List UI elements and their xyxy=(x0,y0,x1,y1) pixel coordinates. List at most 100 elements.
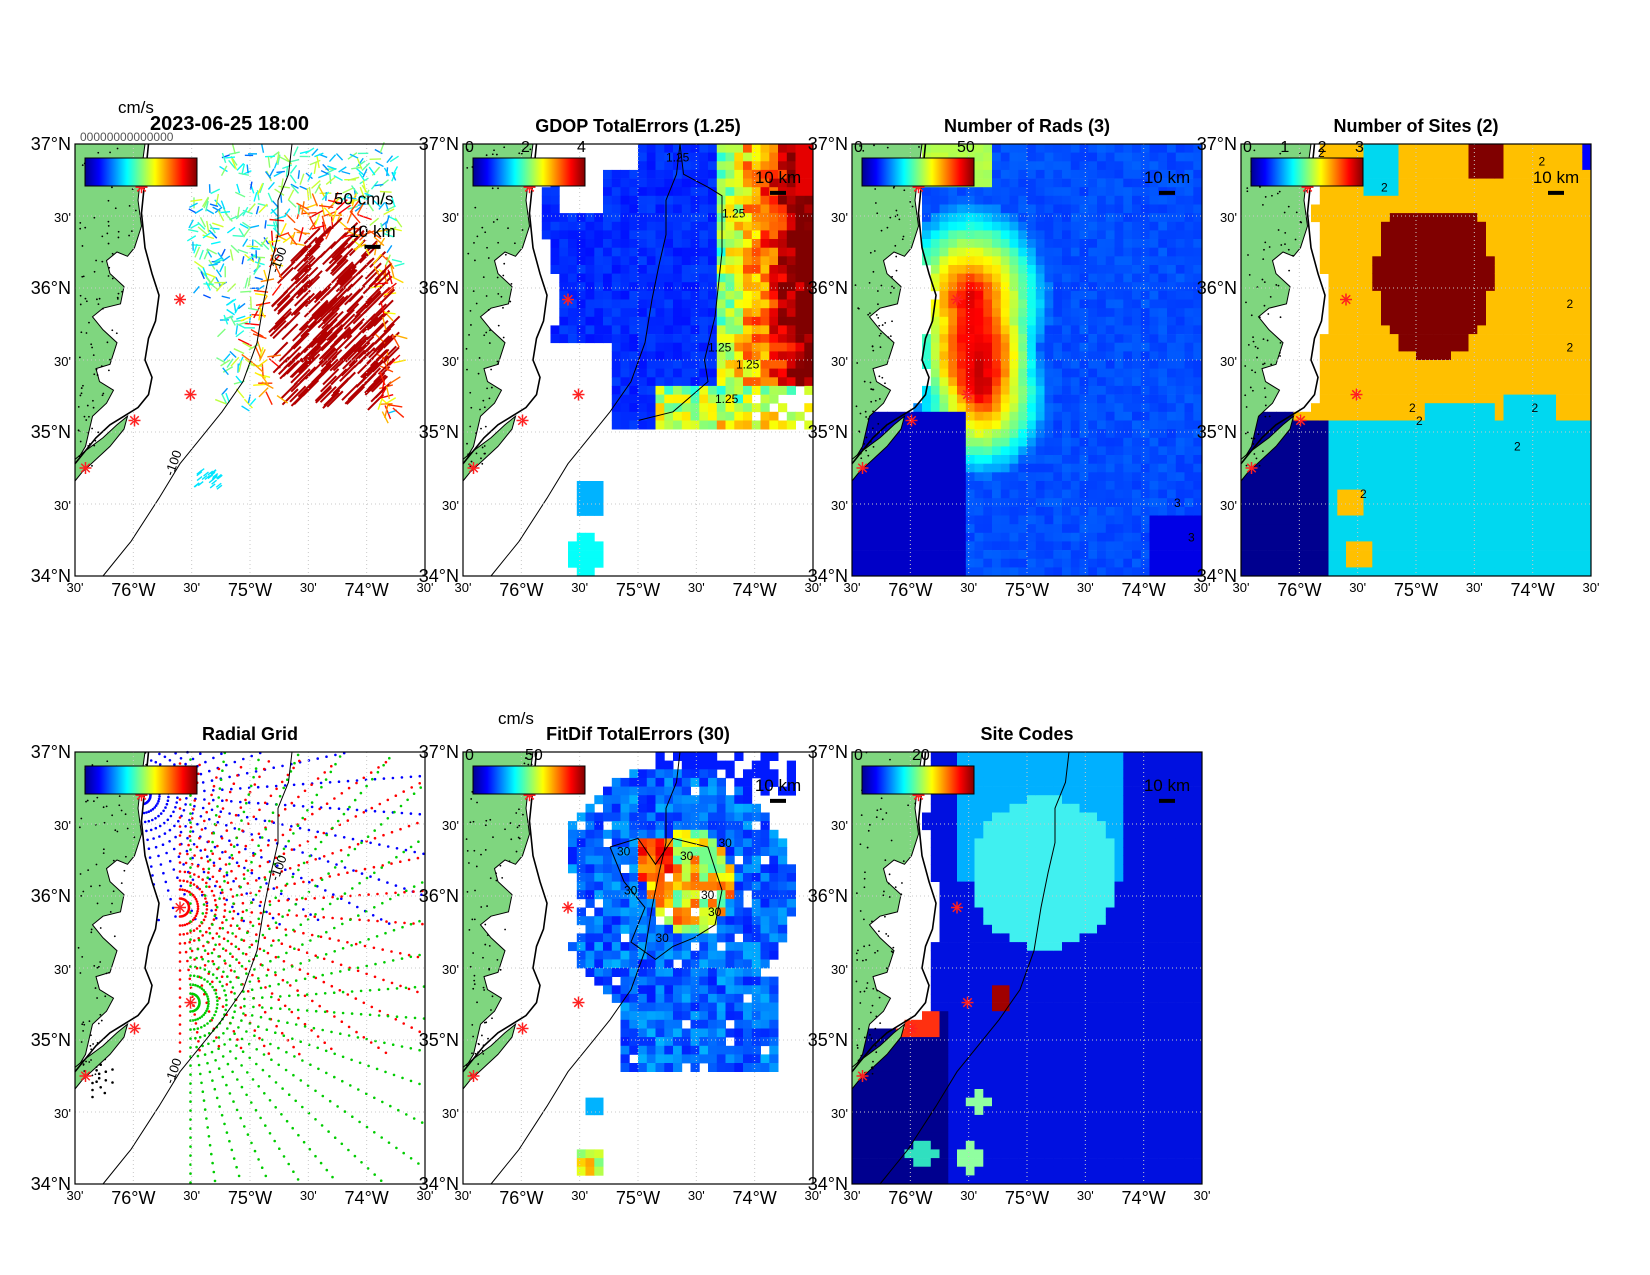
current-vector xyxy=(247,394,251,404)
lat-tick-label: 35°N xyxy=(808,422,848,442)
colorbar xyxy=(472,765,586,795)
current-vector xyxy=(302,211,317,215)
lon-tick-label: 30' xyxy=(844,580,861,595)
vector-unit-label-top: cm/s xyxy=(118,98,154,117)
radar-site-marker xyxy=(174,901,186,914)
current-vector xyxy=(364,378,382,396)
lon-tick-label: 30' xyxy=(67,580,84,595)
current-vector xyxy=(289,174,297,184)
current-vector xyxy=(206,220,210,233)
current-vector xyxy=(289,164,298,174)
current-vector xyxy=(343,312,361,330)
isobath-label: -100 xyxy=(267,853,290,883)
contour-label: 30 xyxy=(624,884,638,898)
current-vector xyxy=(310,331,328,349)
colorbar xyxy=(861,765,975,795)
lat-tick-label: 36°N xyxy=(31,278,71,298)
current-vector xyxy=(287,189,295,201)
lat-tick-label: 30' xyxy=(1220,498,1237,513)
lat-tick-label: 30' xyxy=(54,1106,71,1121)
lon-tick-label: 30' xyxy=(688,580,705,595)
lat-tick-label: 34°N xyxy=(31,1174,71,1194)
current-vector xyxy=(244,322,260,326)
current-vector xyxy=(205,208,215,215)
current-vector xyxy=(331,241,349,259)
current-vector xyxy=(210,241,221,245)
current-vector xyxy=(214,206,223,214)
current-vector xyxy=(203,283,214,286)
current-vector xyxy=(237,248,249,254)
current-vector xyxy=(276,289,294,307)
lon-tick-label: 30' xyxy=(183,1188,200,1203)
contour-label: 30 xyxy=(701,888,715,902)
current-vector xyxy=(237,338,252,347)
current-vector xyxy=(303,300,321,318)
current-vector xyxy=(338,268,356,286)
colorbar-tick-label: 0 xyxy=(854,139,863,156)
lon-tick-label: 75°W xyxy=(228,580,272,600)
current-vector xyxy=(325,217,343,235)
current-vector xyxy=(341,383,359,401)
radar-site-marker xyxy=(184,996,197,1009)
contour-label: 2 xyxy=(1514,440,1521,454)
current-vector xyxy=(298,227,304,242)
radar-site-marker xyxy=(184,388,197,401)
current-vector xyxy=(385,386,391,400)
current-vector xyxy=(325,176,336,186)
lon-tick-label: 30' xyxy=(1077,1188,1094,1203)
lon-tick-label: 74°W xyxy=(733,580,777,600)
current-vector xyxy=(320,375,338,393)
current-vector xyxy=(253,265,260,275)
current-vector xyxy=(379,402,393,405)
current-vector xyxy=(271,283,282,296)
current-vector xyxy=(283,208,291,217)
current-vector xyxy=(222,367,229,376)
current-vector xyxy=(306,188,310,201)
current-vector xyxy=(356,202,365,215)
current-vector xyxy=(220,210,231,214)
current-vector xyxy=(215,276,221,286)
current-vector xyxy=(357,357,375,375)
current-vector xyxy=(325,192,328,201)
radar-site-marker xyxy=(562,901,574,914)
contour-label: 30 xyxy=(719,836,733,850)
lon-tick-label: 76°W xyxy=(888,1188,932,1208)
current-vector xyxy=(285,166,289,177)
current-vector xyxy=(194,208,204,215)
current-vector xyxy=(341,170,351,175)
current-vector xyxy=(210,188,221,195)
current-vector xyxy=(248,314,252,324)
current-vector xyxy=(370,385,388,403)
radar-site-marker xyxy=(562,293,574,306)
radar-site-marker xyxy=(174,293,186,306)
contour-label: 2 xyxy=(1567,297,1574,311)
lat-tick-label: 30' xyxy=(831,210,848,225)
lon-tick-label: 76°W xyxy=(499,1188,543,1208)
contour-label: 2 xyxy=(1416,414,1423,428)
current-vector xyxy=(363,296,381,314)
current-vector xyxy=(254,261,265,266)
current-vector xyxy=(313,162,317,174)
lat-tick-label: 37°N xyxy=(808,742,848,762)
contour-label: 30 xyxy=(617,845,631,859)
current-vector xyxy=(299,173,305,185)
lat-tick-label: 30' xyxy=(54,210,71,225)
radar-site-marker xyxy=(128,1022,141,1035)
contour-label: 30 xyxy=(680,849,694,863)
current-vector xyxy=(303,227,321,245)
current-vector xyxy=(304,345,322,363)
current-vector xyxy=(344,332,362,350)
lon-tick-label: 30' xyxy=(960,580,977,595)
lat-tick-label: 37°N xyxy=(31,134,71,154)
current-vector xyxy=(379,365,394,373)
current-vector xyxy=(219,263,225,273)
lat-tick-label: 30' xyxy=(442,210,459,225)
lon-tick-label: 75°W xyxy=(1394,580,1438,600)
lon-tick-label: 30' xyxy=(183,580,200,595)
current-vector xyxy=(280,223,287,235)
current-vector xyxy=(320,350,338,368)
lon-tick-label: 30' xyxy=(1583,580,1600,595)
current-vector xyxy=(292,332,310,350)
